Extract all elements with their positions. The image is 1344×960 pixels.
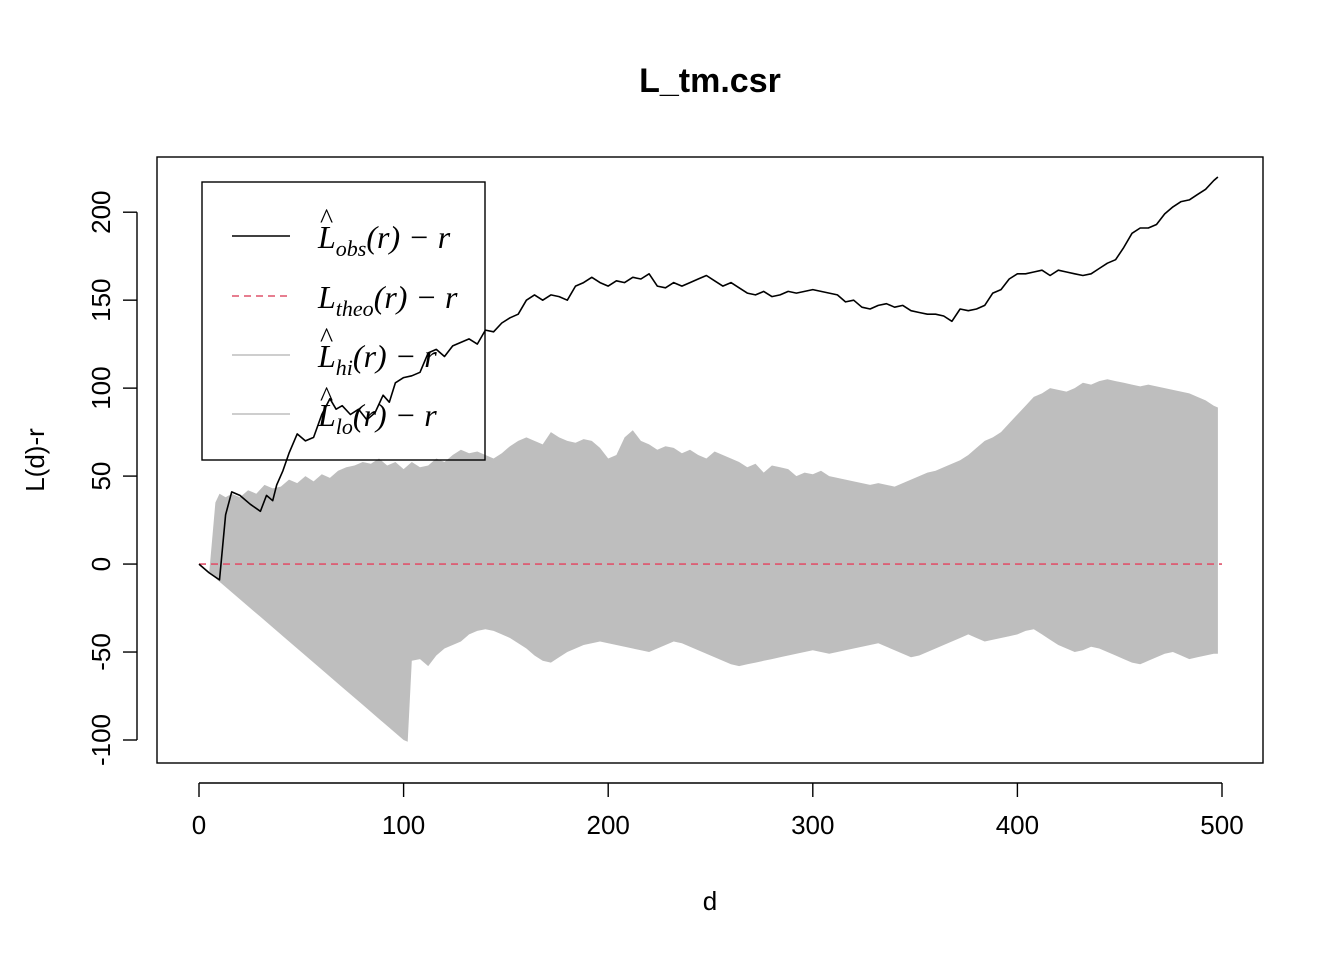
y-tick-label: 150: [86, 279, 116, 322]
legend-hat-lo: ^: [320, 382, 333, 413]
legend-label-obs: Lobs(r) − r: [317, 219, 451, 261]
x-tick-label: 200: [587, 810, 630, 840]
legend-hat-obs: ^: [320, 204, 333, 235]
envelope-band-layer: [199, 379, 1218, 742]
legend-label-hi: Lhi(r) − r: [317, 338, 437, 380]
x-tick-label: 100: [382, 810, 425, 840]
x-tick-label: 300: [791, 810, 834, 840]
y-tick-label: 50: [86, 462, 116, 491]
x-axis-label: d: [703, 886, 717, 916]
x-axis: 0 100 200 300 400 500: [192, 782, 1244, 840]
series-line-layer: [198, 176, 1222, 581]
y-tick-label: 200: [86, 191, 116, 234]
y-axis-label: L(d)-r: [20, 428, 50, 492]
legend-hat-hi: ^: [320, 323, 333, 354]
legend-label-theo: Ltheo(r) − r: [317, 279, 458, 321]
x-tick-label: 500: [1200, 810, 1243, 840]
y-tick-label: -50: [86, 633, 116, 671]
y-tick-label: 100: [86, 366, 116, 409]
series-line-obs: [198, 176, 1219, 581]
x-tick-label: 400: [996, 810, 1039, 840]
y-axis: -100 -50 0 50 100 150 200: [86, 191, 138, 766]
y-tick-label: -100: [86, 714, 116, 766]
chart-title: L_tm.csr: [639, 62, 781, 100]
legend-box: [201, 181, 486, 461]
x-tick-label: 0: [192, 810, 206, 840]
plot-frame: [156, 156, 1264, 764]
y-tick-label: 0: [86, 557, 116, 571]
envelope-band: [199, 379, 1218, 742]
legend-label-lo: Llo(r) − r: [317, 397, 437, 439]
